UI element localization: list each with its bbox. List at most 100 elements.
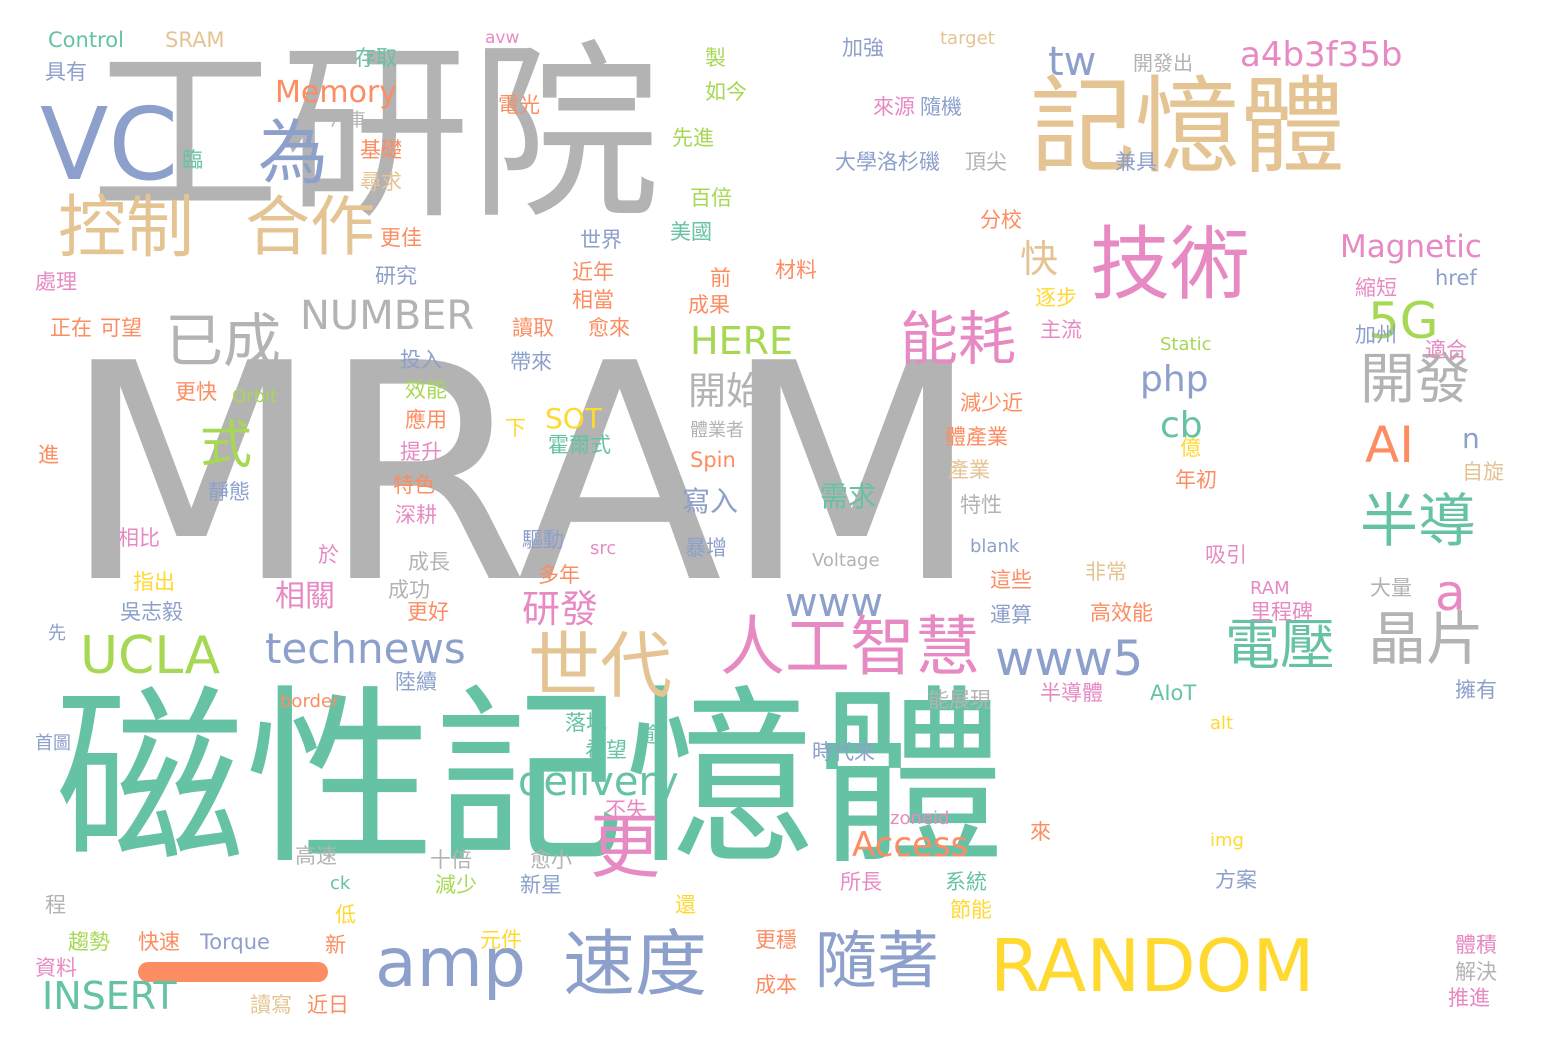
word: 成長: [408, 550, 450, 574]
word: 研發: [522, 587, 599, 631]
word: 技術: [1090, 218, 1250, 311]
word: 減少: [435, 873, 477, 897]
word: 存取: [355, 46, 397, 70]
word: 趨勢: [68, 930, 110, 954]
word: 研究: [375, 264, 417, 288]
word: 開發出: [1133, 51, 1193, 75]
word: 磁性記憶體: [55, 669, 1006, 890]
word: 低: [335, 903, 356, 927]
word: 快速: [138, 930, 180, 954]
word: 擁有: [1455, 678, 1497, 702]
word: 控制: [58, 189, 195, 268]
word: 電光: [498, 93, 540, 117]
word: 先進: [672, 126, 714, 150]
word: delivery: [518, 759, 679, 805]
word: 成功: [388, 578, 430, 602]
word: 吸引: [1205, 543, 1247, 567]
word: 適合: [1425, 338, 1467, 362]
word: 材料: [775, 258, 817, 282]
word: 縮短: [1355, 276, 1397, 300]
word: img: [1210, 830, 1244, 851]
word: MRAM: [62, 300, 982, 649]
word: 逾: [640, 723, 661, 747]
word: 靜態: [208, 480, 250, 504]
word: 可望: [100, 316, 142, 340]
word: 產業: [948, 458, 990, 482]
word: 速度: [563, 922, 708, 1006]
word: 解決: [1455, 960, 1497, 984]
word: Control: [48, 28, 124, 52]
word: 晶片: [1368, 605, 1485, 673]
word: 吳志毅: [120, 600, 183, 624]
word: border: [280, 691, 340, 712]
word: Torque: [200, 930, 270, 954]
word: INSERT: [42, 974, 177, 1018]
word: 暴增: [685, 536, 727, 560]
word: 進: [38, 443, 59, 467]
word: 特性: [960, 493, 1002, 517]
word: n: [1462, 422, 1480, 455]
word: 臨: [182, 148, 203, 172]
word: target: [940, 28, 995, 49]
word: 時代來: [812, 740, 875, 764]
word: blank: [970, 536, 1020, 557]
word: 處理: [35, 270, 77, 294]
word: 落地: [565, 711, 607, 735]
word: 兼具: [1115, 150, 1157, 174]
word: Memory: [275, 75, 398, 110]
word: php: [1140, 359, 1209, 400]
word: 首圖: [35, 733, 71, 754]
word: www: [785, 580, 884, 626]
word: 頂尖: [965, 150, 1007, 174]
word: 所長: [840, 870, 882, 894]
word: ck: [330, 873, 351, 894]
word: zoneid: [890, 808, 950, 829]
word: 寫入: [682, 485, 739, 518]
word: 前: [710, 266, 731, 290]
word: 成果: [688, 293, 730, 317]
word: 大學洛杉磯: [835, 150, 940, 174]
word: Spin: [690, 448, 736, 472]
word: 系統: [945, 870, 987, 894]
word: 為: [258, 112, 328, 194]
word: 電壓: [1225, 613, 1336, 677]
word: 相當: [572, 288, 614, 312]
word: AI: [1365, 416, 1414, 474]
word: 逐步: [1035, 286, 1077, 310]
word: 加強: [842, 36, 884, 60]
word: 隨機: [920, 95, 962, 119]
word: tw: [1048, 39, 1097, 85]
word: 陸續: [395, 670, 437, 694]
word: 百倍: [690, 186, 732, 210]
word: 汽車: [330, 110, 366, 131]
word: 提升: [400, 440, 442, 464]
word: 讀寫: [250, 993, 292, 1017]
word: 愈小: [530, 848, 572, 872]
word: RAM: [1250, 578, 1290, 599]
word: 正在: [50, 316, 92, 340]
word: 大量: [1370, 576, 1412, 600]
word: Access: [852, 825, 969, 865]
word: 運算: [990, 603, 1032, 627]
word: amp: [375, 924, 527, 1003]
word: href: [1435, 266, 1477, 290]
word: 成本: [755, 973, 797, 997]
word: 元件: [480, 928, 522, 952]
word: technews: [265, 624, 466, 673]
word: 快: [1020, 237, 1059, 281]
word: 來源: [873, 95, 915, 119]
word: 特色: [393, 473, 435, 497]
word: 年初: [1175, 468, 1217, 492]
word: 人工智慧: [720, 610, 981, 685]
word: SOT: [545, 402, 602, 435]
word: 先: [48, 623, 66, 644]
word: 資料: [35, 956, 77, 980]
word: 方案: [1215, 868, 1257, 892]
word: src: [590, 538, 617, 559]
word: 如今: [705, 80, 747, 104]
word: 高效能: [1090, 601, 1153, 625]
word: AIoT: [1150, 681, 1197, 705]
word: 開發: [1360, 347, 1471, 411]
word: SRAM: [165, 28, 225, 52]
